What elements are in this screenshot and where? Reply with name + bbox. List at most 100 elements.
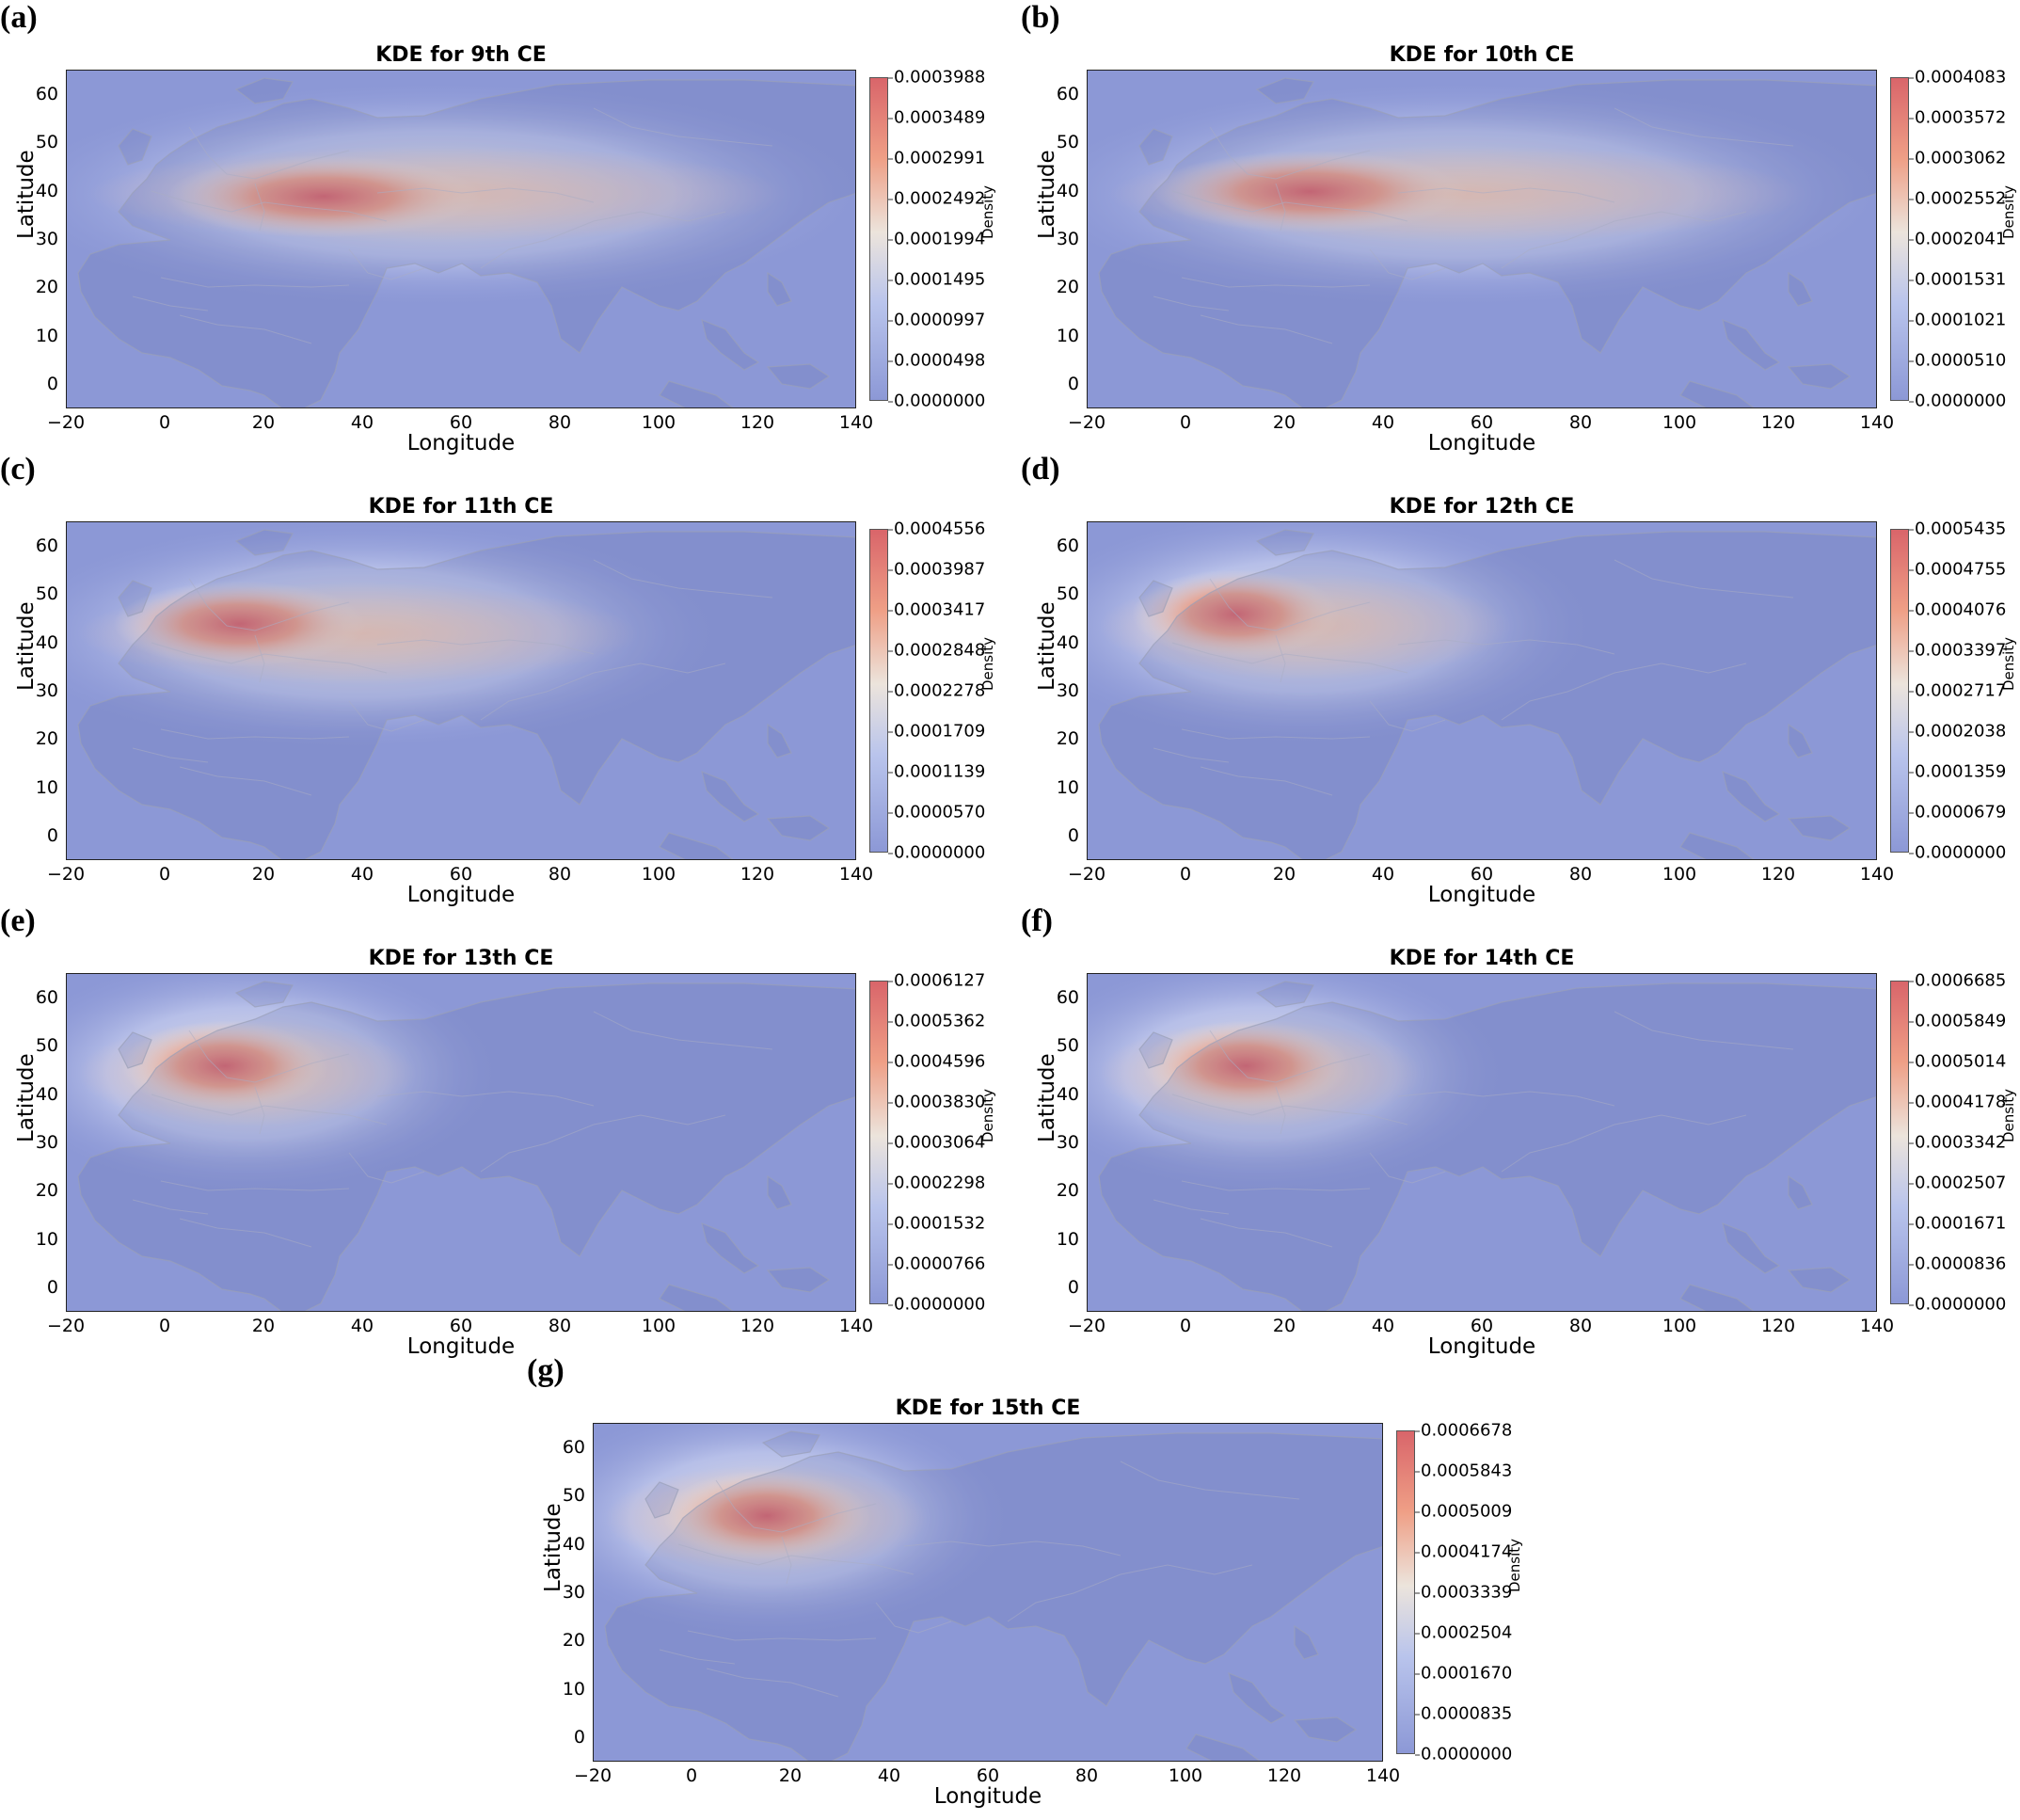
land-shape bbox=[1787, 1267, 1852, 1293]
colorbar-tick-label: 0.0001021 bbox=[1908, 310, 2007, 330]
colorbar-tick-label: 0.0003342 bbox=[1908, 1132, 2007, 1153]
land-shape bbox=[1293, 1716, 1358, 1743]
colorbar-tick-label: 0.0002552 bbox=[1908, 188, 2007, 209]
y-tick-label: 40 bbox=[1056, 631, 1079, 653]
country-border bbox=[1397, 187, 1615, 203]
y-tick-label: 50 bbox=[35, 583, 58, 605]
colorbar-tick-label: 0.0002717 bbox=[1908, 680, 2007, 701]
x-tick-label: 60 bbox=[1470, 412, 1494, 433]
land-shape bbox=[701, 771, 760, 822]
x-tick-label: 80 bbox=[1568, 864, 1593, 885]
country-border bbox=[160, 728, 350, 740]
country-border bbox=[1153, 1199, 1230, 1215]
colorbar-tick-label: 0.0005362 bbox=[887, 1011, 986, 1031]
x-axis-label: Longitude bbox=[406, 431, 516, 455]
density-peak bbox=[1142, 1020, 1349, 1111]
x-tick-label: 120 bbox=[1760, 864, 1796, 885]
y-tick-label: 20 bbox=[35, 1180, 58, 1202]
x-tick-label: 40 bbox=[350, 412, 374, 433]
country-border bbox=[593, 107, 773, 147]
x-tick-label: 60 bbox=[449, 1316, 473, 1336]
x-tick-label: 40 bbox=[877, 1765, 901, 1786]
x-tick-label: 60 bbox=[976, 1765, 1000, 1786]
heatmap-plot-area bbox=[66, 521, 856, 860]
country-border bbox=[1153, 295, 1230, 311]
x-tick-label: 60 bbox=[1470, 1316, 1494, 1336]
country-border bbox=[1181, 728, 1371, 740]
panel-letter: (e) bbox=[0, 903, 36, 938]
country-border bbox=[376, 1091, 595, 1107]
y-tick-label: 60 bbox=[1056, 535, 1079, 556]
land-shape bbox=[118, 128, 152, 166]
land-shape bbox=[234, 77, 294, 104]
x-axis: −20 0 20 40 60 80 100 120 140 bbox=[47, 412, 873, 435]
x-tick-label: −20 bbox=[1067, 412, 1106, 433]
land-shape bbox=[1098, 982, 1876, 1311]
colorbar-tick-label: 0.0000997 bbox=[887, 310, 986, 330]
land-shape bbox=[77, 79, 855, 407]
country-border bbox=[1614, 559, 1794, 599]
country-border bbox=[1501, 211, 1747, 269]
country-border bbox=[1171, 1094, 1408, 1126]
panel-letter: (b) bbox=[1021, 0, 1060, 35]
colorbar-tick-label: 0.0005435 bbox=[1908, 519, 2007, 539]
y-tick-label: 50 bbox=[35, 1035, 58, 1057]
chart-title: KDE for 12th CE bbox=[1389, 495, 1575, 519]
colorbar-ticks: 0.0003988 0.0003489 0.0002991 0.0002492 0.00… bbox=[887, 68, 997, 411]
y-tick-label: 0 bbox=[1067, 374, 1079, 395]
x-tick-label: 100 bbox=[1662, 864, 1697, 885]
y-tick-label: 50 bbox=[35, 132, 58, 153]
country-border bbox=[480, 211, 726, 269]
country-border bbox=[151, 190, 388, 222]
y-axis: 60 50 40 30 20 10 0 bbox=[1021, 521, 1079, 860]
colorbar-tick-label: 0.0001139 bbox=[887, 761, 986, 782]
land-shape bbox=[1788, 1174, 1813, 1210]
y-tick-label: 10 bbox=[562, 1678, 585, 1700]
colorbar-tick-label: 0.0004083 bbox=[1908, 67, 2007, 88]
x-axis: −20 0 20 40 60 80 100 120 140 bbox=[47, 1316, 873, 1338]
x-tick-label: 20 bbox=[1272, 412, 1296, 433]
country-border bbox=[376, 187, 595, 203]
country-border bbox=[179, 1218, 312, 1248]
colorbar-tick-label: 0.0002041 bbox=[1908, 229, 2007, 249]
land-shape bbox=[604, 1432, 1382, 1761]
colorbar-tick-label: 0.0001994 bbox=[887, 229, 986, 249]
y-tick-label: 30 bbox=[1056, 229, 1079, 249]
country-border bbox=[132, 295, 209, 311]
x-tick-label: 0 bbox=[1179, 1316, 1192, 1336]
land-shape bbox=[234, 981, 294, 1008]
country-border bbox=[188, 1030, 350, 1083]
colorbar-tick-label: 0.0000679 bbox=[1908, 802, 2007, 822]
y-tick-label: 50 bbox=[562, 1485, 585, 1507]
colorbar-tick-label: 0.0002492 bbox=[887, 188, 986, 209]
x-tick-label: 40 bbox=[350, 864, 374, 885]
colorbar-tick-label: 0.0001709 bbox=[887, 721, 986, 742]
x-tick-label: 0 bbox=[158, 412, 171, 433]
country-border bbox=[593, 559, 773, 599]
country-border bbox=[1369, 248, 1446, 280]
density-peak bbox=[121, 1020, 328, 1111]
x-tick-label: 140 bbox=[1365, 1765, 1401, 1786]
y-tick-label: 10 bbox=[1056, 325, 1079, 346]
y-tick-label: 50 bbox=[1056, 583, 1079, 605]
x-axis-label: Longitude bbox=[933, 1784, 1042, 1809]
x-tick-label: 20 bbox=[778, 1765, 803, 1786]
y-tick-label: 0 bbox=[46, 825, 58, 847]
country-border bbox=[677, 1543, 915, 1575]
x-tick-label: 0 bbox=[1179, 864, 1192, 885]
x-tick-label: 120 bbox=[740, 1316, 775, 1336]
colorbar-tick-label: 0.0004755 bbox=[1908, 559, 2007, 580]
country-border bbox=[1397, 639, 1615, 655]
country-border bbox=[348, 700, 425, 732]
y-tick-label: 10 bbox=[1056, 776, 1079, 798]
colorbar-tick-label: 0.0003417 bbox=[887, 599, 986, 620]
panel-letter: (g) bbox=[527, 1353, 565, 1388]
y-tick-label: 60 bbox=[562, 1436, 585, 1458]
x-tick-label: 40 bbox=[1371, 1316, 1395, 1336]
colorbar-tick-label: 0.0003489 bbox=[887, 107, 986, 128]
land-shape bbox=[1722, 771, 1781, 822]
x-tick-label: 120 bbox=[1266, 1765, 1302, 1786]
x-axis-label: Longitude bbox=[1427, 431, 1536, 455]
y-tick-label: 20 bbox=[1056, 277, 1079, 298]
chart-title: KDE for 13th CE bbox=[368, 947, 554, 970]
